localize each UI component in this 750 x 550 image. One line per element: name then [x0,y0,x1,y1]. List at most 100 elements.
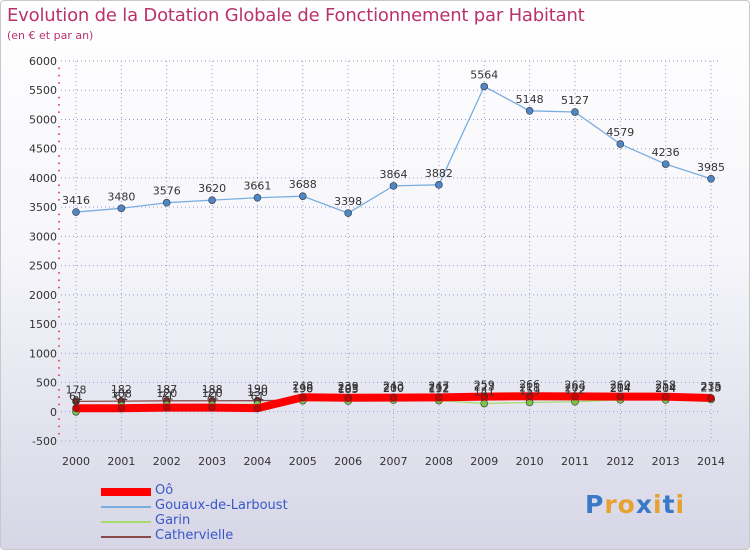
data-point-gouaux-de-larboust [525,107,534,115]
data-point-o- [571,392,579,401]
data-label-gouaux-de-larboust: 3416 [62,194,90,207]
data-label-garin: 210 [701,381,722,394]
data-point-gouaux-de-larboust [72,208,80,216]
data-point-o- [616,392,625,401]
data-label-cathervielle: 203 [338,382,359,395]
x-tick-label: 2003 [198,455,226,468]
data-point-o- [117,404,126,413]
legend-item-garin[interactable]: Garin [101,513,361,529]
data-label-cathervielle: 212 [428,381,449,394]
legend-swatch-gouaux-de-larboust [101,506,151,508]
data-label-garin: 185 [338,383,359,396]
data-label-cathervielle: 223 [474,381,495,394]
chart-plot: -500050010001500200025003000350040004500… [29,55,725,468]
proxiti-logo: Proxiti [585,490,685,519]
data-label-gouaux-de-larboust: 5564 [470,68,498,81]
data-point-gouaux-de-larboust [208,196,216,204]
data-label-cathervielle: 198 [292,382,313,395]
x-tick-label: 2006 [334,455,362,468]
data-label-garin: 120 [202,387,223,400]
data-label-o-: 258 [655,379,676,392]
data-point-gouaux-de-larboust [707,175,715,183]
data-point-o- [298,393,307,402]
data-label-cathervielle: 209 [564,382,585,395]
y-tick-label: 5500 [29,84,57,97]
data-label-garin: 172 [564,384,585,397]
data-point-o- [435,393,443,402]
data-label-garin: 130 [247,386,268,399]
x-tick-label: 2002 [153,455,181,468]
data-point-o- [344,393,352,402]
y-tick-label: 1500 [29,318,57,331]
data-point-gouaux-de-larboust [389,182,398,190]
data-label-cathervielle: 213 [701,381,722,394]
data-label-gouaux-de-larboust: 3688 [289,178,317,191]
legend-item-cathervielle[interactable]: Cathervielle [101,528,361,544]
data-label-gouaux-de-larboust: 3985 [697,161,725,174]
y-tick-label: 2000 [29,289,57,302]
data-label-gouaux-de-larboust: 4236 [652,146,680,159]
x-tick-label: 2013 [652,455,680,468]
data-label-garin: 204 [655,382,676,395]
data-label-garin: 0 [73,394,80,407]
data-point-gouaux-de-larboust [344,209,352,217]
legend-swatch-oo [101,488,151,496]
y-tick-label: 1000 [29,347,57,360]
data-point-gouaux-de-larboust [661,160,670,168]
y-tick-label: 0 [50,406,57,419]
data-point-gouaux-de-larboust [298,192,307,200]
data-point-o- [525,392,534,401]
data-label-gouaux-de-larboust: 3620 [198,182,226,195]
data-label-gouaux-de-larboust: 4579 [606,126,634,139]
x-tick-label: 2010 [516,455,544,468]
logo-letter: P [585,490,605,519]
x-tick-label: 2009 [470,455,498,468]
data-label-garin: 200 [383,382,404,395]
legend-label: Garin [155,513,191,528]
data-label-gouaux-de-larboust: 3882 [425,167,453,180]
x-tick-label: 2012 [606,455,634,468]
data-label-o-: 71 [205,390,219,403]
data-label-cathervielle: 214 [610,381,631,394]
series-gouaux-de-larboust [72,82,715,217]
data-label-gouaux-de-larboust: 3661 [243,180,271,193]
data-label-gouaux-de-larboust: 3576 [153,185,181,198]
data-label-garin: 192 [428,383,449,396]
x-tick-label: 2000 [62,455,90,468]
data-label-o-: 248 [292,379,313,392]
data-label-o-: 61 [69,390,83,403]
x-tick-label: 2007 [380,455,408,468]
logo-letter: i [675,490,686,519]
data-point-gouaux-de-larboust [117,204,126,213]
legend-item-oo[interactable]: Oô [101,483,361,499]
data-label-o-: 243 [383,380,404,393]
legend-label: Cathervielle [155,528,234,543]
logo-letter: x [635,490,653,519]
data-point-o- [707,394,715,402]
logo-letter: r [604,490,618,519]
y-tick-label: 2500 [29,260,57,273]
y-tick-label: 500 [36,377,57,390]
data-label-o-: 263 [564,378,585,391]
data-label-gouaux-de-larboust: 3864 [380,168,408,181]
data-label-garin: 108 [111,387,132,400]
y-tick-label: 3000 [29,230,57,243]
legend-swatch-cathervielle [101,536,151,538]
legend-item-gouaux-de-larboust[interactable]: Gouaux-de-Larboust [101,498,361,514]
data-label-o-: 71 [160,390,174,403]
data-point-gouaux-de-larboust [253,193,262,202]
series-o- [72,392,715,413]
data-label-garin: 190 [292,383,313,396]
data-point-gouaux-de-larboust [571,108,579,116]
data-point-o- [208,403,216,412]
data-label-o-: 260 [610,379,631,392]
data-point-gouaux-de-larboust [480,82,489,91]
y-tick-label: 4500 [29,143,57,156]
x-tick-label: 2004 [243,455,271,468]
data-point-gouaux-de-larboust [435,181,443,189]
x-tick-label: 2014 [697,455,725,468]
data-label-gouaux-de-larboust: 5127 [561,94,589,107]
legend-swatch-garin [101,521,151,523]
chart-title: Evolution de la Dotation Globale de Fonc… [7,5,585,26]
